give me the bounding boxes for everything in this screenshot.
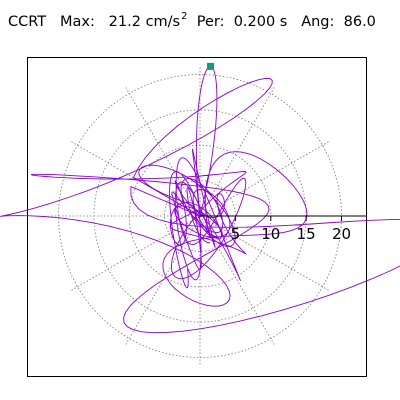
max-value: 21.2 [108,14,141,30]
grid-spoke-240 [124,215,201,347]
radial-tick-label: 5 [231,225,241,243]
peak-marker-group [207,62,214,70]
plot-frame [27,57,367,377]
grid-spoke-60 [199,85,276,217]
max-unit: cm/s [145,14,181,30]
axis-group [200,215,367,221]
radial-tick-label: 10 [261,225,280,243]
radial-tick-labels: 5 10 15 20 [231,225,351,243]
period-value: 0.200 s [233,14,288,30]
station-title: CCRT [8,14,47,30]
max-unit-exponent: 2 [181,11,188,22]
grid-spoke-210 [69,215,201,292]
grid-spoke-120 [124,85,201,217]
radial-tick-label: 20 [332,225,351,243]
peak-marker [207,62,214,70]
hodograph-trace [0,65,400,334]
max-label: Max: [59,14,95,30]
period-label: Per: [196,14,225,30]
angle-label: Ang: [301,14,335,30]
trace-group [0,65,400,334]
radial-tick-label: 15 [297,225,316,243]
angle-value: 86.0 [343,14,376,30]
chart-header: CCRT Max: 21.2 cm/s2 Per: 0.200 s Ang: 8… [8,11,376,36]
